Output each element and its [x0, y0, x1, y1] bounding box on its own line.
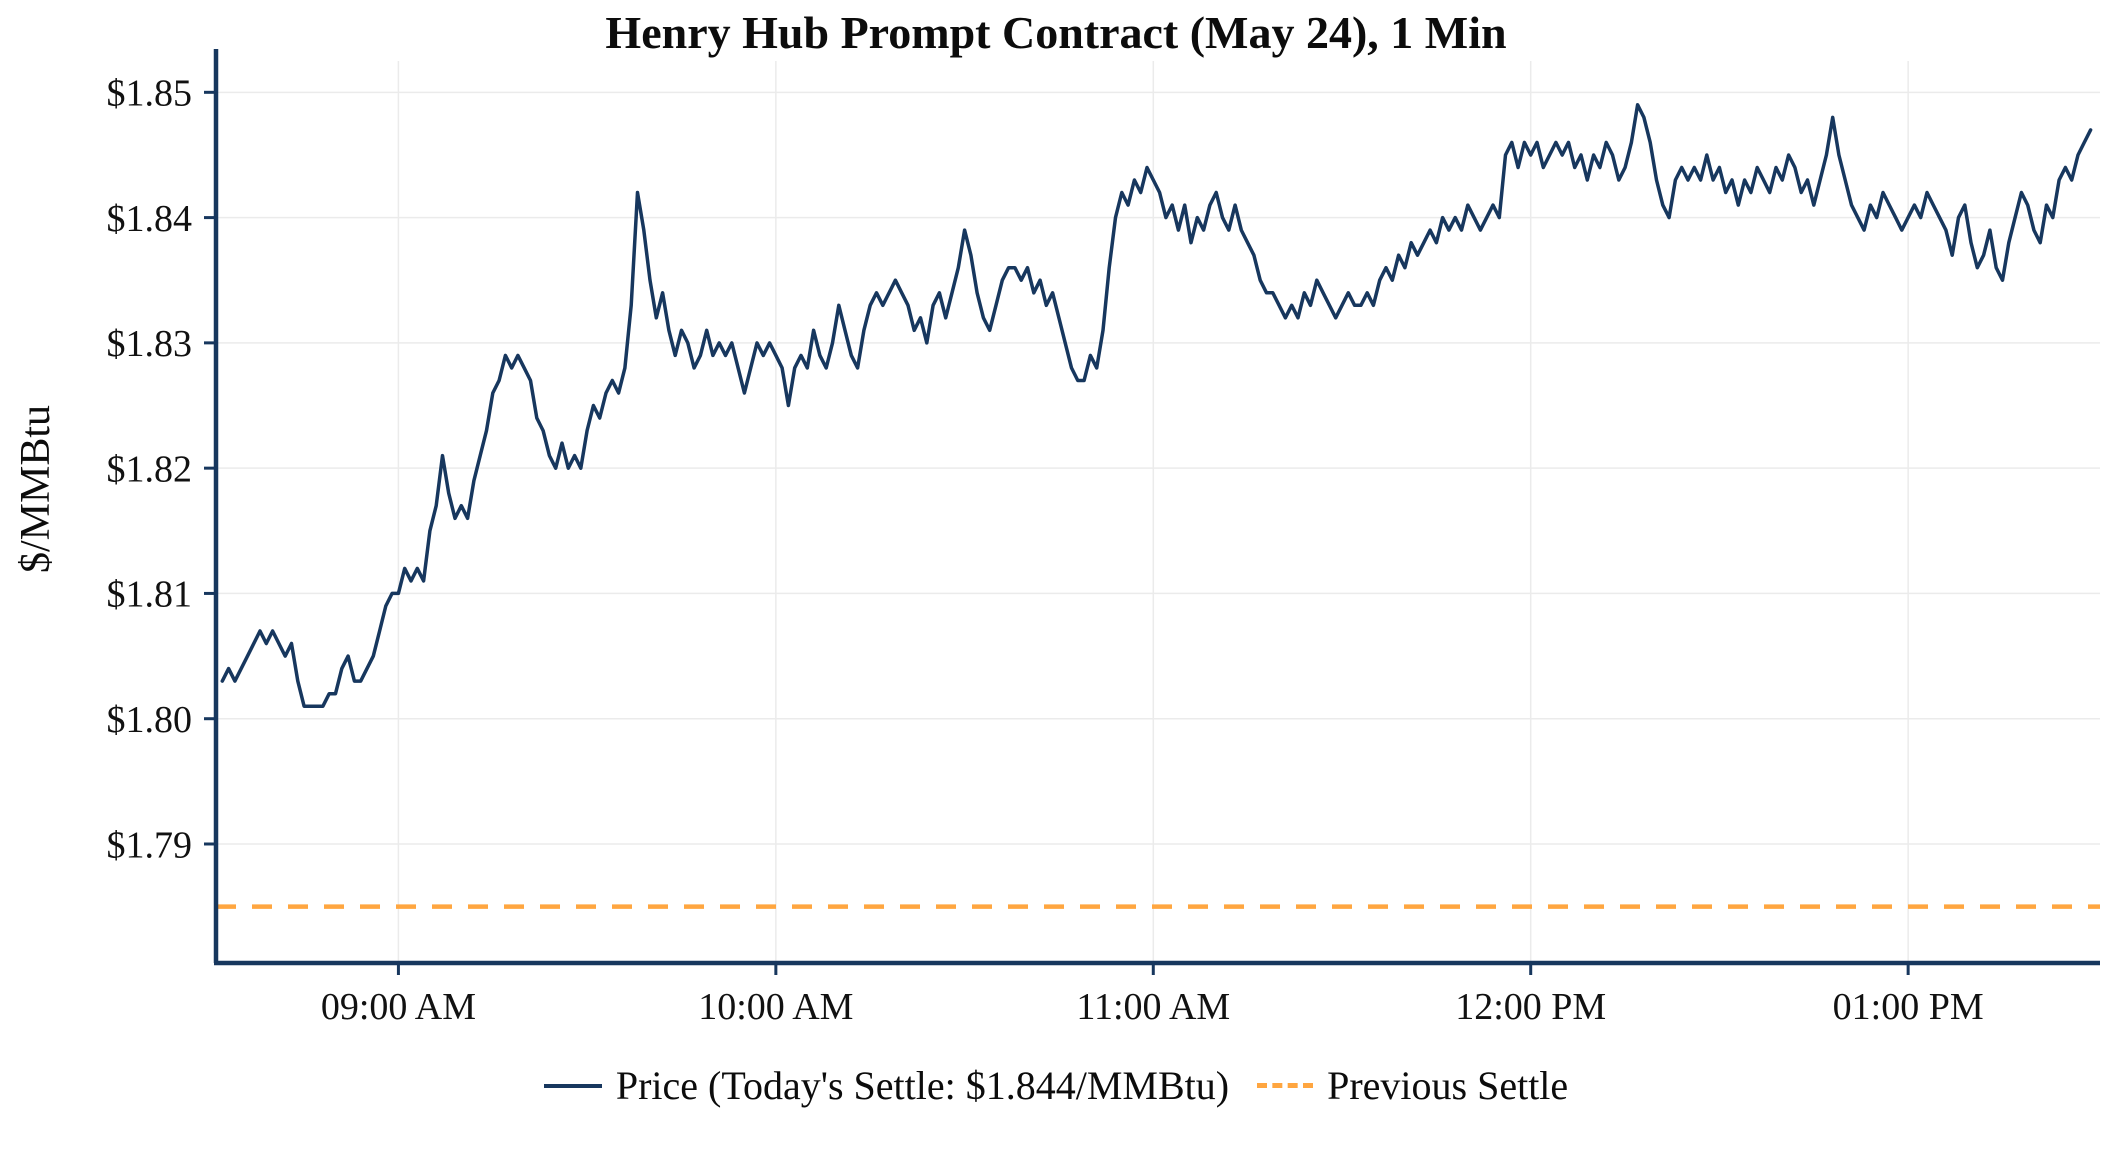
price-line	[220, 103, 2093, 708]
x-tick-label: 10:00 AM	[698, 986, 853, 1028]
y-tick-label: $1.85	[107, 73, 193, 115]
legend-item-previous-settle: Previous Settle	[1257, 1062, 1568, 1109]
y-tick-label: $1.80	[107, 699, 193, 741]
previous-settle-legend-label: Previous Settle	[1327, 1063, 1569, 1108]
y-tick-label: $1.84	[107, 198, 193, 240]
chart-legend: Price (Today's Settle: $1.844/MMBtu) Pre…	[0, 1062, 2112, 1109]
chart-title: Henry Hub Prompt Contract (May 24), 1 Mi…	[605, 7, 1507, 58]
x-tick-label: 09:00 AM	[321, 986, 476, 1028]
price-line-swatch-icon	[543, 1083, 602, 1088]
y-tick-label: $1.79	[107, 824, 193, 866]
y-tick-label: $1.81	[107, 574, 193, 616]
x-tick-label: 11:00 AM	[1076, 986, 1230, 1028]
x-tick-label: 12:00 PM	[1455, 986, 1606, 1028]
y-tick-label: $1.82	[107, 448, 193, 490]
price-legend-label: Price (Today's Settle: $1.844/MMBtu)	[615, 1063, 1230, 1108]
legend-item-price: Price (Today's Settle: $1.844/MMBtu)	[543, 1062, 1230, 1109]
y-tick-label: $1.83	[107, 323, 193, 365]
x-tick-label: 01:00 PM	[1833, 986, 1984, 1028]
previous-settle-swatch-icon	[1257, 1083, 1314, 1088]
